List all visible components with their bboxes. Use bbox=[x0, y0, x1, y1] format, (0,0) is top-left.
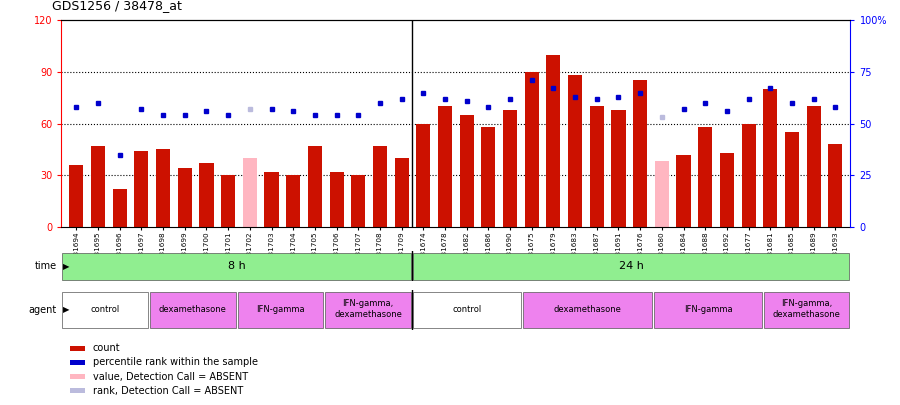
Text: GDS1256 / 38478_at: GDS1256 / 38478_at bbox=[52, 0, 182, 12]
Bar bbox=[482, 127, 495, 227]
Bar bbox=[828, 144, 842, 227]
Bar bbox=[69, 165, 84, 227]
Text: time: time bbox=[34, 261, 57, 271]
Bar bbox=[785, 132, 799, 227]
Text: control: control bbox=[90, 305, 120, 313]
Bar bbox=[62, 292, 148, 328]
Bar bbox=[238, 292, 323, 328]
Bar bbox=[150, 292, 236, 328]
Bar bbox=[200, 163, 213, 227]
Text: percentile rank within the sample: percentile rank within the sample bbox=[93, 358, 257, 367]
Bar bbox=[806, 107, 821, 227]
Bar bbox=[329, 172, 344, 227]
Text: dexamethasone: dexamethasone bbox=[158, 305, 227, 313]
Bar bbox=[413, 292, 520, 328]
Bar bbox=[763, 89, 778, 227]
Bar bbox=[373, 146, 387, 227]
Bar bbox=[720, 153, 733, 227]
Bar bbox=[677, 154, 690, 227]
Text: IFN-gamma,
dexamethasone: IFN-gamma, dexamethasone bbox=[773, 299, 841, 319]
Bar bbox=[178, 168, 192, 227]
Text: agent: agent bbox=[29, 305, 57, 315]
Text: ▶: ▶ bbox=[63, 305, 69, 314]
Bar bbox=[523, 292, 652, 328]
Bar bbox=[503, 110, 517, 227]
Text: IFN-gamma,
dexamethasone: IFN-gamma, dexamethasone bbox=[334, 299, 402, 319]
Bar bbox=[698, 127, 712, 227]
Bar bbox=[112, 189, 127, 227]
Text: value, Detection Call = ABSENT: value, Detection Call = ABSENT bbox=[93, 372, 248, 382]
Text: IFN-gamma: IFN-gamma bbox=[256, 305, 305, 313]
Text: IFN-gamma: IFN-gamma bbox=[684, 305, 733, 313]
Bar bbox=[351, 175, 365, 227]
Bar bbox=[156, 149, 170, 227]
Bar bbox=[417, 124, 430, 227]
Bar bbox=[326, 292, 411, 328]
Bar bbox=[286, 175, 301, 227]
Bar bbox=[654, 292, 761, 328]
Bar bbox=[243, 158, 256, 227]
Bar bbox=[460, 115, 473, 227]
Bar bbox=[134, 151, 148, 227]
Bar bbox=[413, 253, 850, 280]
Text: control: control bbox=[452, 305, 482, 313]
Bar bbox=[525, 72, 539, 227]
Text: ▶: ▶ bbox=[63, 262, 69, 271]
Text: dexamethasone: dexamethasone bbox=[554, 305, 621, 313]
Bar bbox=[265, 172, 279, 227]
Bar bbox=[590, 107, 604, 227]
Text: 8 h: 8 h bbox=[228, 261, 246, 271]
Bar bbox=[546, 55, 561, 227]
Bar bbox=[62, 253, 411, 280]
Bar bbox=[394, 158, 409, 227]
Bar bbox=[742, 124, 756, 227]
Bar bbox=[633, 81, 647, 227]
Bar bbox=[568, 75, 582, 227]
Bar bbox=[438, 107, 452, 227]
Bar bbox=[91, 146, 105, 227]
Bar bbox=[221, 175, 235, 227]
Text: 24 h: 24 h bbox=[619, 261, 644, 271]
Bar bbox=[611, 110, 625, 227]
Bar bbox=[308, 146, 322, 227]
Bar bbox=[655, 161, 669, 227]
Bar bbox=[764, 292, 850, 328]
Text: count: count bbox=[93, 343, 120, 353]
Text: rank, Detection Call = ABSENT: rank, Detection Call = ABSENT bbox=[93, 386, 243, 396]
